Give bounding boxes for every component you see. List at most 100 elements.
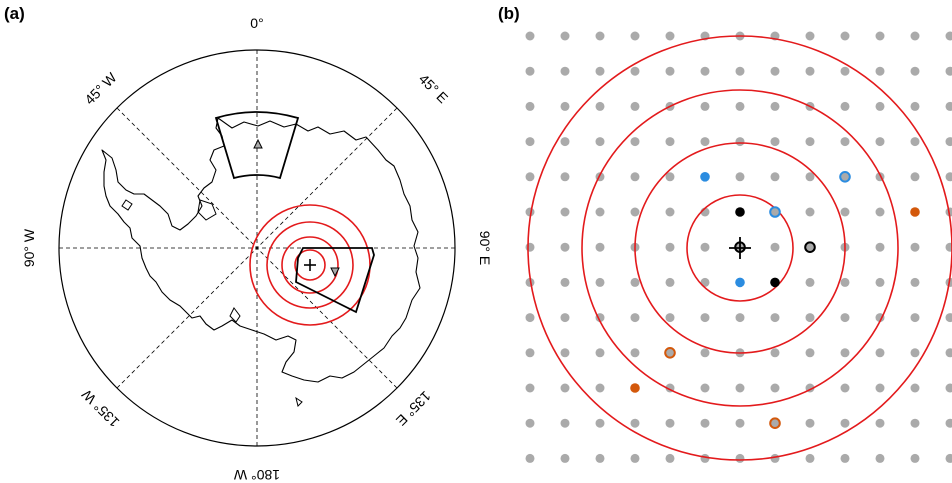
grid-point [560, 242, 570, 252]
grid-point [945, 31, 952, 41]
grid-point [910, 383, 920, 393]
grid-point [525, 31, 535, 41]
highlighted-point-gray-blue-ring [769, 206, 781, 218]
grid-point [560, 66, 570, 76]
grid-point [560, 137, 570, 147]
grid-point [595, 418, 605, 428]
highlighted-point-gray-orange-ring [769, 417, 781, 430]
grid-point [665, 313, 675, 323]
target-plus-icon [304, 259, 316, 271]
grid-point [840, 137, 850, 147]
grid-point [630, 172, 640, 182]
grid-point [735, 453, 745, 463]
grid-point [840, 277, 850, 287]
grid-point [525, 242, 535, 252]
grid-point [910, 348, 920, 358]
grid-point [700, 313, 710, 323]
grid-point [630, 137, 640, 147]
grid-point [910, 101, 920, 111]
grid-point [525, 348, 535, 358]
highlighted-point-blue [735, 277, 745, 288]
grid-point [630, 66, 640, 76]
grid-point [560, 31, 570, 41]
grid-ring-4 [527, 35, 952, 461]
grid-point [840, 383, 850, 393]
grid-point [735, 66, 745, 76]
grid-point [595, 137, 605, 147]
lon-label-0: 0° [250, 15, 263, 31]
grid-ring-2 [634, 142, 846, 354]
grid-point [700, 348, 710, 358]
grid-point [665, 207, 675, 217]
panel-a-map: 0° 45° E 90° E 135° E 180° W 135° W 90° … [21, 15, 490, 483]
grid-point [700, 101, 710, 111]
grid-point [560, 453, 570, 463]
grid-point [665, 453, 675, 463]
coastline-detail-south [229, 307, 241, 323]
grid-point [595, 277, 605, 287]
station-triangle-up [253, 138, 263, 149]
grid-point [700, 66, 710, 76]
grid-point [595, 207, 605, 217]
grid-point [735, 101, 745, 111]
grid-point [770, 172, 780, 182]
grid-point [770, 313, 780, 323]
grid-point [875, 137, 885, 147]
grid-point [525, 313, 535, 323]
grid-point [840, 418, 850, 428]
grid-point [840, 313, 850, 323]
grid-point [840, 31, 850, 41]
grid-point [805, 453, 815, 463]
lon-label-180w: 180° W [233, 467, 280, 483]
sector-box-right [295, 247, 375, 314]
station-triangle-down [330, 267, 340, 278]
panel-b-label: (b) [498, 4, 520, 23]
grid-point [665, 242, 675, 252]
grid-point [595, 101, 605, 111]
coastline-detail-bottom [295, 396, 303, 407]
grid-point [875, 383, 885, 393]
grid-point [770, 137, 780, 147]
grid-point [840, 453, 850, 463]
grid-point [595, 348, 605, 358]
grid-point [910, 277, 920, 287]
grid-point [595, 66, 605, 76]
grid-point [945, 101, 952, 111]
graticule [59, 50, 455, 446]
grid-point [735, 418, 745, 428]
grid-point [525, 418, 535, 428]
grid-point [525, 101, 535, 111]
grid-point [735, 137, 745, 147]
highlighted-point-orange [630, 383, 640, 393]
grid-point [560, 101, 570, 111]
grid-point [945, 383, 952, 393]
grid-point [700, 242, 710, 252]
highlighted-point-black [735, 207, 745, 217]
grid-point [945, 172, 952, 182]
grid-point [910, 172, 920, 182]
grid-point [840, 207, 850, 217]
grid-point [665, 418, 675, 428]
coastline-detail-island [121, 199, 133, 211]
highlighted-point-gray-black-ring [804, 241, 816, 253]
grid-point [945, 313, 952, 323]
grid-point [805, 172, 815, 182]
grid-point [630, 348, 640, 358]
highlighted-point-gray-blue-ring [839, 171, 851, 183]
grid-point [630, 31, 640, 41]
grid-point [560, 277, 570, 287]
grid-point [805, 137, 815, 147]
grid-point [735, 383, 745, 393]
highlighted-points [630, 171, 920, 430]
grid-point [630, 418, 640, 428]
grid-point [770, 383, 780, 393]
grid-point [770, 242, 780, 252]
grid-point [560, 207, 570, 217]
highlighted-point-blue [700, 172, 710, 182]
grid-point [735, 172, 745, 182]
sector-box-top [214, 111, 300, 180]
highlighted-point-gray-orange-ring [664, 347, 676, 359]
grid-point [770, 348, 780, 358]
grid-point [770, 101, 780, 111]
